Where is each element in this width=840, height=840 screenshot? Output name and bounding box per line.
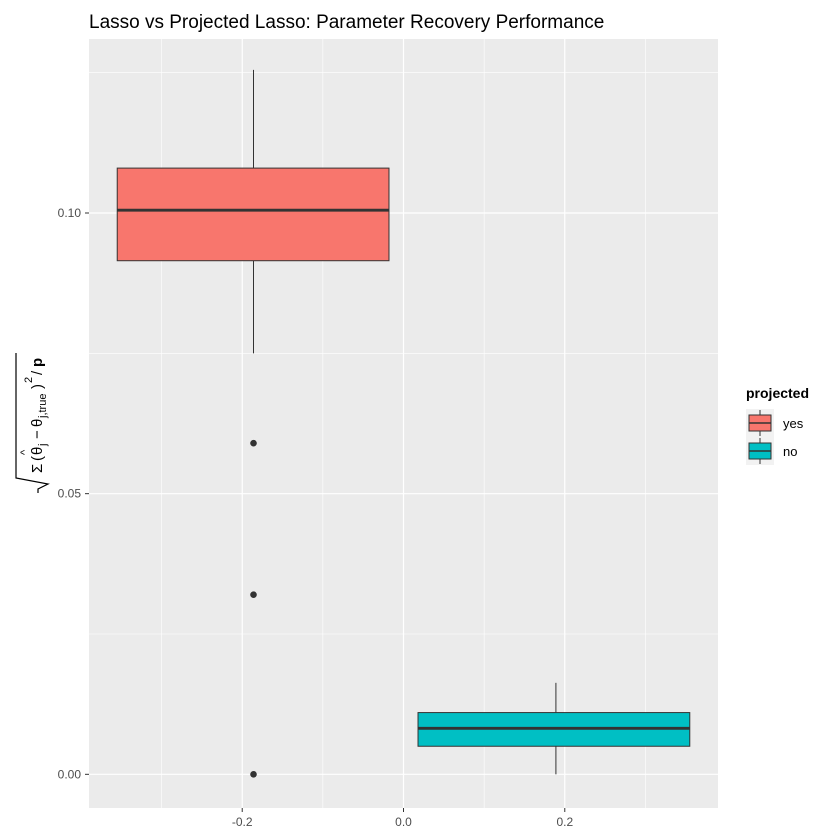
legend-key-no <box>746 437 774 465</box>
y-label-j-true: j,true <box>37 394 49 419</box>
y-axis-label: Σ ( θ ^ j − θ j,true ) 2 / p <box>15 353 50 493</box>
y-label-sum: Σ <box>29 464 46 473</box>
y-label-squared: 2 <box>23 377 35 383</box>
axes: -0.2 0.0 0.2 0.00 0.05 0.10 <box>58 206 574 829</box>
y-label-theta-true: θ <box>29 419 46 427</box>
boxplots <box>116 69 691 778</box>
y-label-hat: ^ <box>19 449 31 455</box>
legend-key-yes <box>746 409 774 437</box>
x-tick-label: 0.0 <box>395 815 412 829</box>
y-tick-label: 0.00 <box>58 767 82 781</box>
y-label-theta-hat: θ <box>29 447 46 455</box>
legend: projected yes no <box>746 385 809 465</box>
legend-label-yes: yes <box>783 416 804 431</box>
y-label-p: p <box>29 358 46 367</box>
outlier-point <box>250 439 257 447</box>
legend-title: projected <box>746 385 809 401</box>
y-tick-label: 0.10 <box>58 206 82 220</box>
sqrt-sign <box>15 353 50 493</box>
y-tick-label: 0.05 <box>58 487 82 501</box>
legend-label-no: no <box>783 444 797 459</box>
boxplot-yes <box>116 69 390 778</box>
outlier-point <box>250 591 257 599</box>
x-tick-label: 0.2 <box>556 815 573 829</box>
outlier-point <box>250 771 257 778</box>
x-tick-label: -0.2 <box>232 815 253 829</box>
y-label-minus: − <box>29 430 46 439</box>
grid-lines <box>89 39 718 808</box>
boxplot-no <box>417 682 691 775</box>
y-label-j: j <box>37 444 49 447</box>
y-label-open-paren: ( <box>29 456 46 461</box>
y-label-close-paren: ) <box>29 384 46 389</box>
chart-title: Lasso vs Projected Lasso: Parameter Reco… <box>89 12 604 33</box>
box-iqr <box>116 167 390 262</box>
y-label-slash: / <box>29 370 46 375</box>
